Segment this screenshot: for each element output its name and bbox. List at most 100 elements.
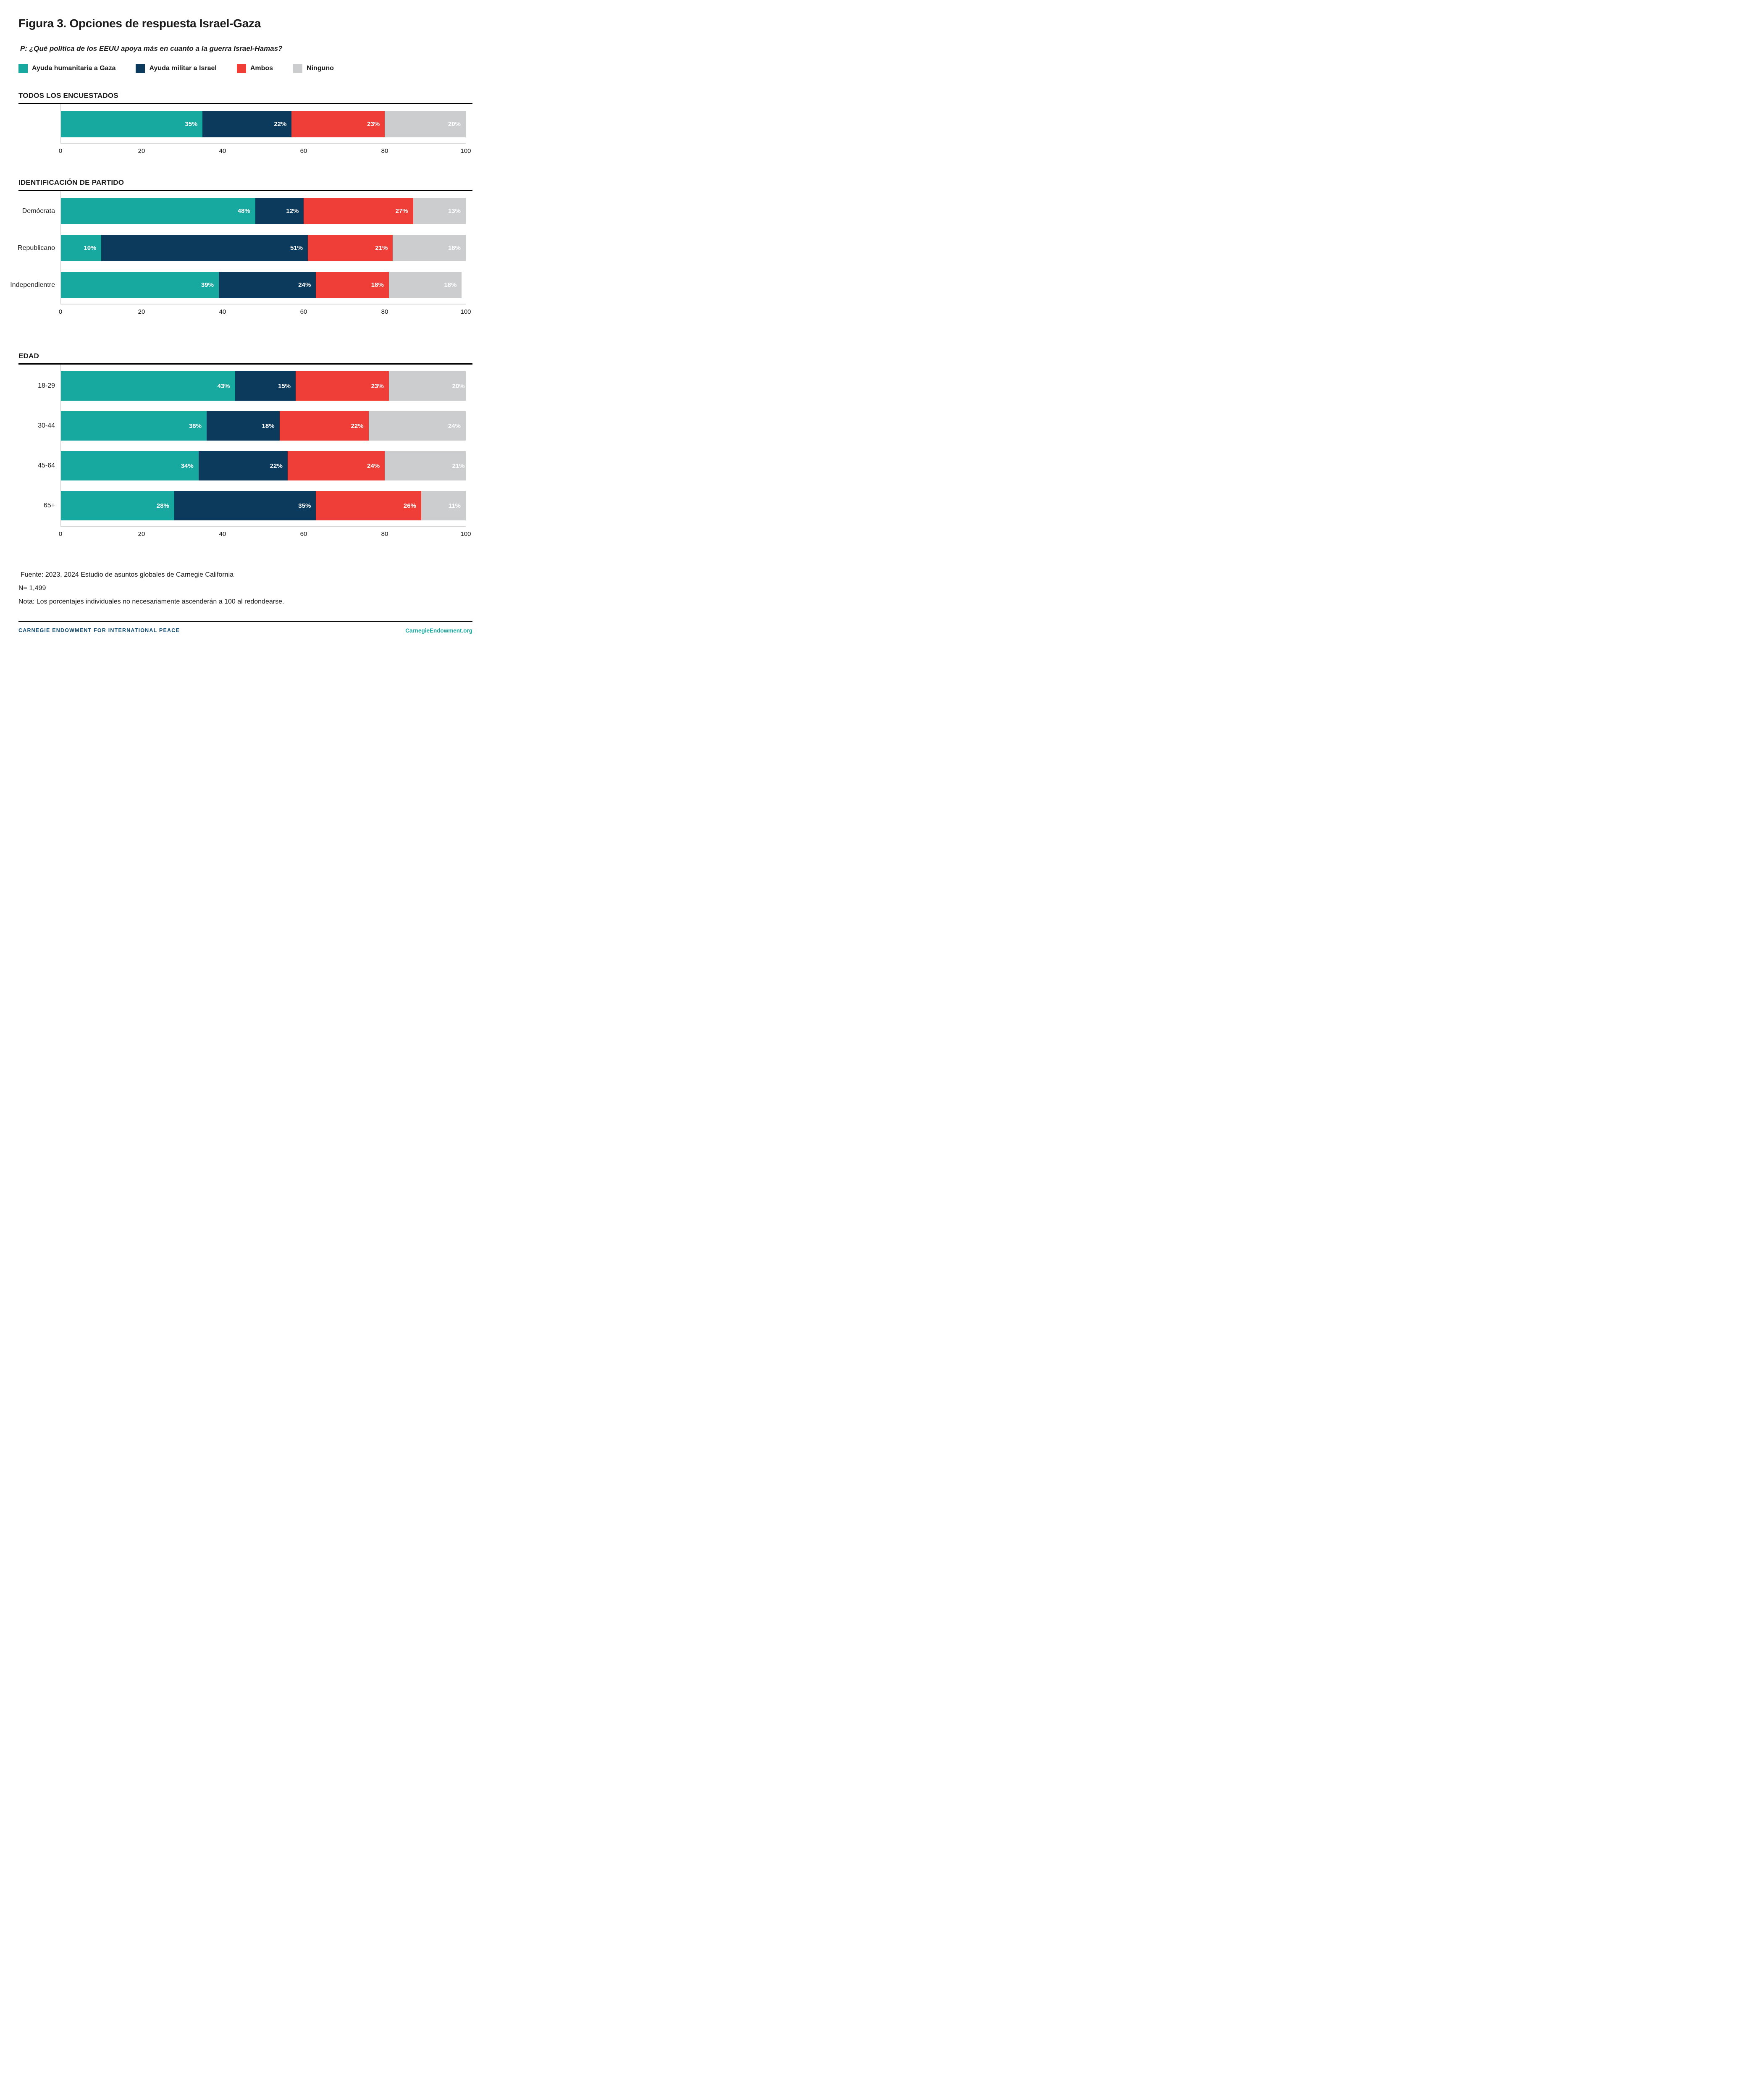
segment-value-label: 18% — [444, 281, 457, 289]
legend-swatch-ayuda-militar-a-israel — [136, 64, 145, 73]
segment-value-label: 22% — [274, 121, 287, 128]
segment-value-label: 21% — [375, 244, 388, 252]
plot-area: Demócrata 48% 12% 27% 13% Republicano 10% 51% 21… — [10, 191, 466, 304]
segment-value-label: 24% — [448, 422, 461, 430]
segment-value-label: 20% — [452, 382, 465, 390]
bar-segment-ambos: 26% — [316, 491, 421, 520]
legend-item-ayuda-militar-a-israel: Ayuda militar a Israel — [136, 64, 217, 73]
bar-segment-ayuda-militar-a-israel: 15% — [235, 371, 296, 401]
section-rule — [18, 190, 472, 191]
bar-row: Republicano 10% 51% 21% 18% — [18, 235, 466, 261]
x-axis: 0 20 40 60 80 100 — [59, 147, 471, 158]
axis-tick-label: 40 — [219, 308, 226, 315]
section-rule — [18, 363, 472, 365]
axis-tick-label: 20 — [138, 147, 145, 155]
stacked-bar: 43% 15% 23% 20% — [61, 371, 466, 401]
segment-value-label: 18% — [262, 422, 275, 430]
bar-segment-ayuda-militar-a-israel: 35% — [174, 491, 316, 520]
segment-value-label: 15% — [278, 382, 291, 390]
axis-tick-label: 80 — [381, 530, 388, 538]
stacked-bar: 48% 12% 27% 13% — [61, 198, 466, 224]
segment-value-label: 39% — [201, 281, 214, 289]
segment-value-label: 21% — [452, 462, 465, 470]
footer-divider — [18, 621, 472, 622]
category-label: Demócrata — [22, 207, 55, 215]
axis-tick-label: 100 — [460, 147, 471, 155]
bar-segment-ambos: 18% — [316, 272, 389, 298]
bar-segment-ayuda-humanitaria-a-gaza: 39% — [61, 272, 219, 298]
axis-tick-label: 80 — [381, 147, 388, 155]
x-axis: 0 20 40 60 80 100 — [58, 308, 471, 318]
section-heading: EDAD — [18, 352, 39, 360]
axis-tick-label: 40 — [219, 530, 226, 538]
bar-segment-ayuda-humanitaria-a-gaza: 35% — [61, 111, 203, 137]
footer-brand-bar: CARNEGIE ENDOWMENT FOR INTERNATIONAL PEA… — [18, 627, 472, 634]
section-heading: IDENTIFICACIÓN DE PARTIDO — [18, 178, 124, 186]
bar-segment-ninguno: 24% — [368, 411, 466, 441]
bar-segment-ayuda-militar-a-israel: 12% — [255, 198, 304, 224]
segment-value-label: 24% — [298, 281, 311, 289]
bar-segment-ambos: 23% — [296, 371, 389, 401]
x-axis: 0 20 40 60 80 100 — [59, 530, 471, 541]
legend-label: Ayuda militar a Israel — [149, 65, 217, 72]
segment-value-label: 43% — [217, 382, 230, 390]
segment-value-label: 20% — [448, 121, 461, 128]
bar-segment-ninguno: 21% — [385, 451, 466, 480]
category-label: Republicano — [18, 244, 55, 252]
axis-tick-label: 0 — [58, 308, 63, 315]
segment-value-label: 51% — [290, 244, 303, 252]
bar-segment-ayuda-militar-a-israel: 22% — [198, 451, 288, 480]
axis-tick-label: 60 — [300, 308, 307, 315]
footer-notes: Fuente: 2023, 2024 Estudio de asuntos gl… — [18, 571, 472, 606]
figure-page: { "header": { "title": "Figura 3. Opcion… — [0, 0, 490, 660]
figure-title: Figura 3. Opciones de respuesta Israel-G… — [18, 17, 261, 30]
bar-row: 45-64 34% 22% 24% 21% — [38, 451, 466, 480]
axis-tick-label: 20 — [138, 530, 145, 538]
stacked-bar: 39% 24% 18% 18% — [61, 272, 466, 298]
carnegie-wordmark: CARNEGIE ENDOWMENT FOR INTERNATIONAL PEA… — [18, 627, 180, 634]
axis-tick-label: 100 — [460, 308, 471, 315]
bar-segment-ayuda-humanitaria-a-gaza: 48% — [61, 198, 255, 224]
segment-value-label: 22% — [270, 462, 283, 470]
bar-segment-ninguno: 20% — [385, 111, 466, 137]
bar-segment-ayuda-humanitaria-a-gaza: 34% — [61, 451, 199, 480]
bar-segment-ambos: 23% — [291, 111, 385, 137]
bar-segment-ninguno: 18% — [393, 235, 466, 261]
bar-row: Independientre 39% 24% 18% 18% — [10, 272, 466, 298]
footer-site-link[interactable]: CarnegieEndowment.org — [405, 627, 472, 634]
bar-segment-ayuda-militar-a-israel: 51% — [101, 235, 308, 261]
axis-tick-label: 40 — [219, 147, 226, 155]
category-label: 18-29 — [38, 382, 55, 389]
bar-segment-ayuda-humanitaria-a-gaza: 36% — [61, 411, 207, 441]
segment-value-label: 48% — [237, 207, 250, 215]
segment-value-label: 34% — [181, 462, 194, 470]
bar-segment-ambos: 21% — [308, 235, 393, 261]
category-label: 30-44 — [38, 422, 55, 429]
section-heading: TODOS LOS ENCUESTADOS — [18, 92, 118, 100]
bar-segment-ambos: 27% — [304, 198, 413, 224]
bar-row: 30-44 36% 18% 22% 24% — [38, 411, 466, 441]
bar-segment-ayuda-militar-a-israel: 22% — [202, 111, 292, 137]
legend-item-ayuda-humanitaria-a-gaza: Ayuda humanitaria a Gaza — [18, 64, 115, 73]
segment-value-label: 12% — [286, 207, 299, 215]
legend-item-ambos: Ambos — [236, 64, 273, 73]
source-note: Fuente: 2023, 2024 Estudio de asuntos gl… — [21, 571, 234, 578]
bar-row: 18-29 43% 15% 23% 20% — [38, 371, 466, 401]
stacked-bar: 28% 35% 26% 11% — [61, 491, 466, 520]
stacked-bar: 36% 18% 22% 24% — [61, 411, 466, 441]
plot-area: 18-29 43% 15% 23% 20% 30-44 36% 18% 22% 24% 45-64 3… — [38, 365, 466, 527]
segment-value-label: 18% — [448, 244, 461, 252]
legend-label: Ayuda humanitaria a Gaza — [32, 65, 116, 72]
legend-swatch-ayuda-humanitaria-a-gaza — [18, 64, 28, 73]
legend-item-ninguno: Ninguno — [293, 64, 334, 73]
legend-label: Ninguno — [307, 65, 334, 72]
segment-value-label: 35% — [298, 502, 311, 509]
axis-tick-label: 80 — [381, 308, 388, 315]
chart-section-identificacion-de-partido: IDENTIFICACIÓN DE PARTIDO Demócrata 48% 12… — [10, 178, 472, 318]
category-label: 65+ — [43, 502, 55, 509]
bar-row: 65+ 28% 35% 26% 11% — [44, 491, 466, 520]
bar-segment-ayuda-humanitaria-a-gaza: 10% — [61, 235, 102, 261]
bar-segment-ayuda-militar-a-israel: 18% — [207, 411, 280, 441]
legend: Ayuda humanitaria a Gaza Ayuda militar a … — [18, 64, 472, 73]
bar-segment-ambos: 24% — [287, 451, 385, 480]
